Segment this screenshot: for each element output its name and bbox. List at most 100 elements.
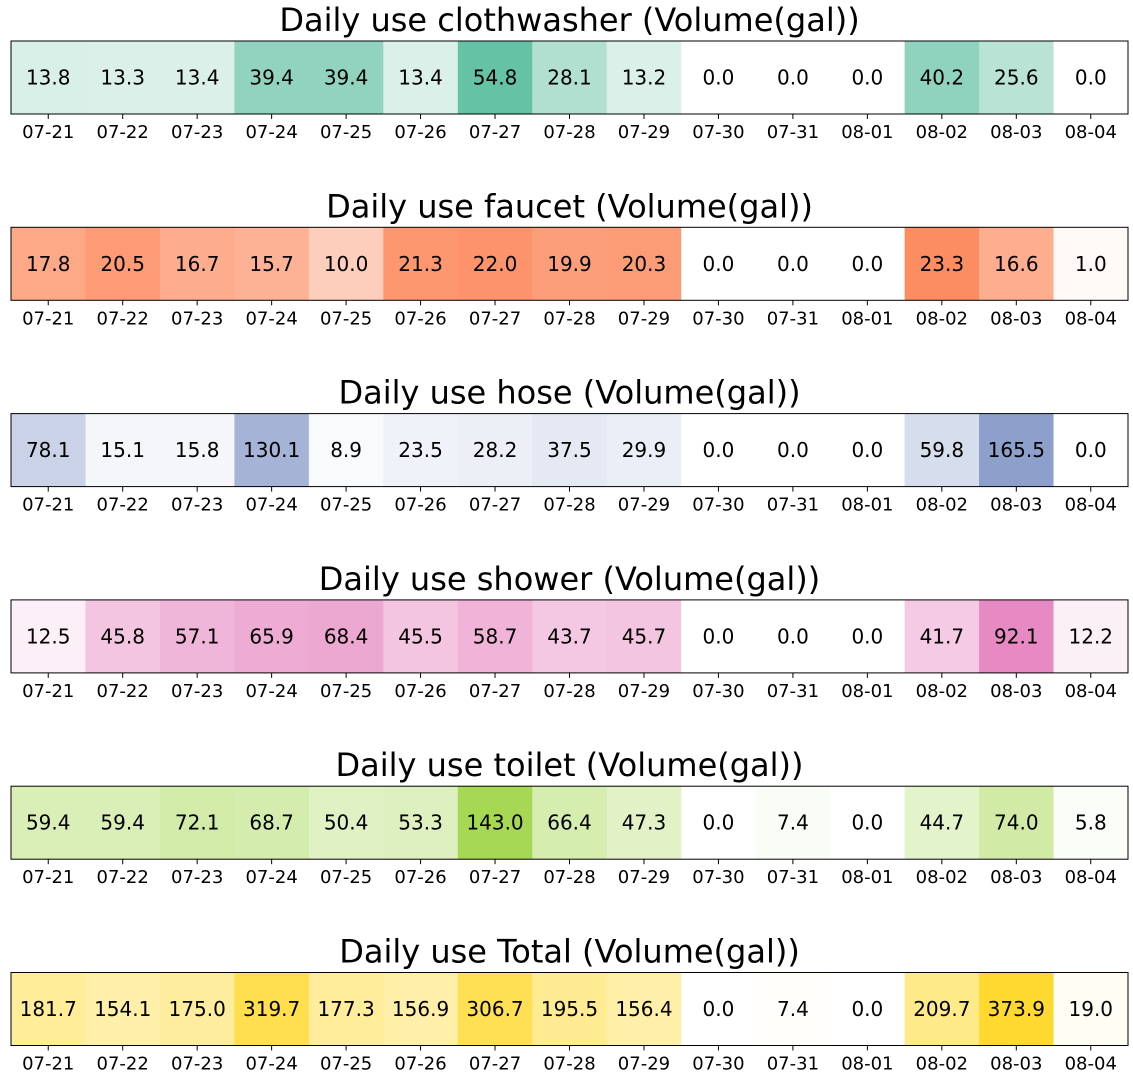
- heatmap-cell: [532, 599, 608, 673]
- heatmap-cell: [159, 786, 235, 860]
- x-tick-label: 07-29: [618, 495, 670, 516]
- heatmap-cell: [904, 786, 980, 860]
- cell-value-label: 0.0: [851, 66, 883, 90]
- x-tick-label: 07-24: [245, 495, 297, 516]
- heatmap-cell: [308, 227, 384, 301]
- heatmap-cell: [681, 599, 757, 673]
- cell-value-label: 373.9: [988, 997, 1045, 1021]
- cell-value-label: 53.3: [398, 811, 443, 835]
- heatmap-cell: [383, 227, 459, 301]
- heatmap-cell: [234, 972, 310, 1046]
- heatmap-cell: [457, 599, 533, 673]
- heatmap-cell: [755, 41, 831, 114]
- cell-value-label: 0.0: [851, 438, 883, 462]
- x-tick-label: 08-03: [990, 681, 1042, 702]
- x-tick-label: 07-23: [171, 122, 223, 143]
- x-tick-label: 07-26: [394, 867, 446, 888]
- cell-value-label: 0.0: [777, 66, 809, 90]
- x-tick-label: 07-28: [543, 122, 595, 143]
- heatmap-cell: [904, 41, 980, 114]
- heatmap-cell: [159, 972, 235, 1046]
- x-tick-label: 08-03: [990, 308, 1042, 329]
- cell-value-label: 0.0: [1075, 438, 1107, 462]
- x-tick-label: 07-29: [618, 308, 670, 329]
- panel-title: Daily use Total (Volume(gal)): [339, 933, 800, 971]
- cell-value-label: 130.1: [243, 438, 300, 462]
- heatmap-cell: [606, 599, 682, 673]
- x-tick-label: 08-01: [841, 495, 893, 516]
- cell-value-label: 41.7: [920, 624, 965, 648]
- heatmap-cell: [234, 599, 310, 673]
- cell-value-label: 5.8: [1075, 811, 1107, 835]
- x-tick-label: 08-02: [916, 1054, 968, 1075]
- cell-value-label: 1.0: [1075, 252, 1107, 276]
- heatmap-cell: [383, 41, 459, 114]
- x-tick-label: 07-30: [692, 681, 744, 702]
- heatmap-cell: [681, 413, 757, 487]
- cell-value-label: 19.9: [547, 252, 592, 276]
- heatmap-cell: [755, 786, 831, 860]
- heatmap-cell: [159, 227, 235, 301]
- cell-value-label: 0.0: [1075, 66, 1107, 90]
- cell-value-label: 12.5: [26, 624, 71, 648]
- heatmap-cell: [904, 599, 980, 673]
- cell-value-label: 25.6: [994, 66, 1039, 90]
- cell-value-label: 175.0: [169, 997, 226, 1021]
- cell-value-label: 28.1: [547, 66, 592, 90]
- cell-value-label: 0.0: [851, 624, 883, 648]
- heatmap-cell: [11, 413, 86, 487]
- heatmap-cell: [159, 41, 235, 114]
- x-tick-label: 07-31: [767, 308, 819, 329]
- heatmap-cell: [457, 227, 533, 301]
- x-tick-label: 08-04: [1065, 681, 1117, 702]
- cell-value-label: 20.5: [100, 252, 145, 276]
- heatmap-cell: [11, 599, 86, 673]
- x-tick-label: 07-28: [543, 1054, 595, 1075]
- cell-value-label: 19.0: [1069, 997, 1114, 1021]
- cell-value-label: 72.1: [175, 811, 220, 835]
- heatmap-cell: [85, 599, 161, 673]
- heatmap-cell: [681, 41, 757, 114]
- heatmap-cell: [979, 413, 1055, 487]
- cell-value-label: 8.9: [330, 438, 362, 462]
- heatmap-cell: [308, 786, 384, 860]
- x-tick-label: 07-23: [171, 308, 223, 329]
- x-tick-label: 08-01: [841, 867, 893, 888]
- cell-value-label: 143.0: [466, 811, 523, 835]
- heatmap-cell: [755, 413, 831, 487]
- heatmap-cell: [532, 227, 608, 301]
- heatmap-cell: [11, 227, 86, 301]
- heatmap-panel: Daily use Total (Volume(gal)) 181.7 07-21 1…: [10, 933, 1129, 1075]
- cell-value-label: 28.2: [473, 438, 518, 462]
- heatmap-cell: [1053, 227, 1129, 301]
- cell-value-label: 16.6: [994, 252, 1039, 276]
- cell-value-label: 306.7: [466, 997, 523, 1021]
- cell-value-label: 58.7: [473, 624, 518, 648]
- cell-value-label: 57.1: [175, 624, 220, 648]
- cell-value-label: 37.5: [547, 438, 592, 462]
- cell-value-label: 319.7: [243, 997, 300, 1021]
- x-tick-label: 07-21: [22, 681, 74, 702]
- heatmap-cell: [308, 413, 384, 487]
- cell-value-label: 12.2: [1069, 624, 1114, 648]
- cell-value-label: 16.7: [175, 252, 220, 276]
- cell-value-label: 195.5: [541, 997, 598, 1021]
- cell-value-label: 54.8: [473, 66, 518, 90]
- heatmap-cell: [681, 972, 757, 1046]
- heatmap-cell: [755, 227, 831, 301]
- x-tick-label: 07-23: [171, 495, 223, 516]
- cell-value-label: 165.5: [988, 438, 1045, 462]
- cell-value-label: 59.4: [26, 811, 71, 835]
- x-tick-label: 07-22: [97, 867, 149, 888]
- x-tick-label: 07-22: [97, 1054, 149, 1075]
- heatmap-cell: [85, 413, 161, 487]
- x-tick-label: 08-02: [916, 867, 968, 888]
- heatmap-cell: [681, 227, 757, 301]
- cell-value-label: 0.0: [703, 438, 735, 462]
- x-tick-label: 07-30: [692, 122, 744, 143]
- cell-value-label: 13.3: [100, 66, 145, 90]
- x-tick-label: 07-30: [692, 867, 744, 888]
- heatmap-cell: [234, 413, 310, 487]
- heatmap-cell: [979, 972, 1055, 1046]
- cell-value-label: 39.4: [249, 66, 294, 90]
